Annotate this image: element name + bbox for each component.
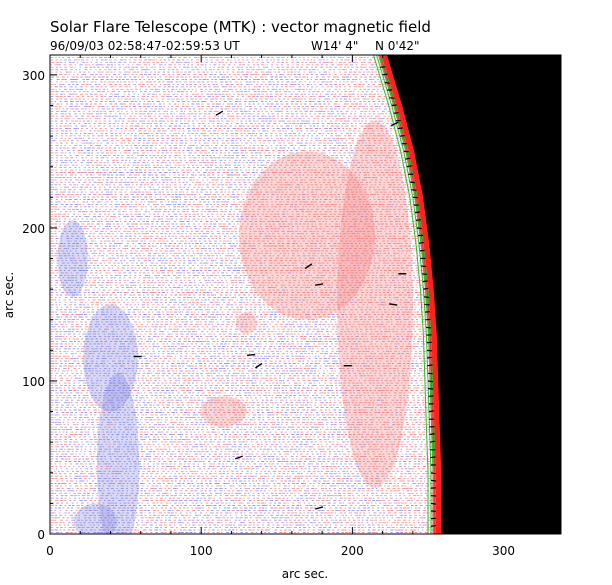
y-axis-label: arc sec. <box>2 272 16 318</box>
negative-polarity-region <box>83 304 138 412</box>
transverse-vector <box>390 121 399 127</box>
limb-band <box>380 55 442 534</box>
transverse-vector <box>315 506 324 510</box>
solar-limb <box>373 55 442 534</box>
y-tick-label: 300 <box>22 69 45 83</box>
chart-title: Solar Flare Telescope (MTK) : vector mag… <box>50 18 431 36</box>
plot-frame <box>49 54 562 535</box>
dark-sky-region <box>385 55 561 534</box>
x-tick-label: 100 <box>190 544 213 558</box>
negative-polarity-region <box>74 503 117 534</box>
plot-content <box>50 55 561 534</box>
transverse-vector <box>247 353 256 356</box>
limb-contour-1 <box>373 55 429 534</box>
transverse-vectors <box>133 75 407 510</box>
positive-polarity-region <box>235 312 258 334</box>
positive-polarity-region <box>201 396 247 427</box>
x-tick-label: 200 <box>341 544 364 558</box>
observation-latitude: N 0'42" <box>375 39 420 53</box>
transverse-vector <box>304 263 313 270</box>
positive-field-texture <box>50 56 443 533</box>
observation-longitude: W14' 4" <box>311 39 358 53</box>
observation-datetime: 96/09/03 02:58:47-02:59:53 UT <box>50 39 240 53</box>
x-axis-label: arc sec. <box>282 567 328 581</box>
negative-polarity-region <box>96 373 140 534</box>
x-axis-ticks: 0 100 200 300 <box>46 55 535 558</box>
transverse-vector <box>393 75 402 80</box>
polarity-regions <box>57 120 413 534</box>
x-tick-label: 0 <box>46 544 54 558</box>
negative-field-texture <box>50 56 442 533</box>
transverse-vector <box>389 303 398 306</box>
negative-polarity-region <box>57 220 88 297</box>
limb-vectors <box>380 66 437 527</box>
y-axis-ticks: 0 100 200 300 <box>22 69 561 542</box>
transverse-vector <box>215 110 224 116</box>
transverse-vector <box>315 283 324 286</box>
y-tick-label: 0 <box>37 528 45 542</box>
y-tick-label: 100 <box>22 375 45 389</box>
transverse-vector <box>254 362 263 369</box>
positive-polarity-region <box>337 120 413 489</box>
y-tick-label: 200 <box>22 222 45 236</box>
positive-polarity-region <box>238 151 376 320</box>
magnetic-field-texture <box>50 56 443 533</box>
transverse-vector <box>234 455 243 460</box>
x-tick-label: 300 <box>492 544 515 558</box>
